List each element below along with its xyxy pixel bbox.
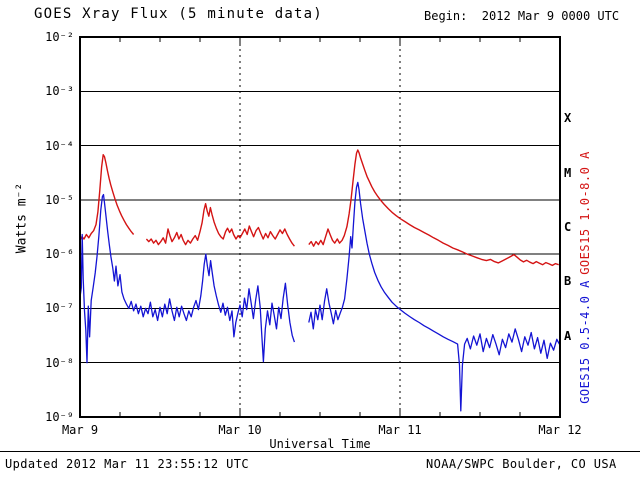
y-tick-label: 10⁻⁵ (45, 192, 74, 207)
x-axis-tick-marks (79, 37, 561, 417)
series-label-short: GOES15 0.5-4.0 A (578, 280, 592, 404)
flare-class-letter: X (564, 111, 572, 126)
flare-class-letter: C (564, 220, 572, 234)
begin-timestamp: Begin: 2012 Mar 9 0000 UTC (424, 9, 620, 23)
x-tick-label: Mar 11 (378, 423, 422, 437)
y-tick-label: 10⁻⁴ (45, 138, 74, 153)
y-tick-label: 10⁻³ (45, 84, 74, 99)
series-label-long: GOES15 1.0-8.0 A (578, 151, 592, 275)
x-tick-label: Mar 12 (538, 423, 582, 437)
flare-class-letter: M (564, 165, 572, 180)
data-source: NOAA/SWPC Boulder, CO USA (426, 457, 617, 471)
footer-divider (0, 451, 640, 452)
y-tick-label: 10⁻² (45, 30, 74, 44)
x-tick-label: Mar 10 (218, 423, 262, 437)
chart-title: GOES Xray Flux (5 minute data) (34, 6, 323, 22)
flare-class-letter: A (564, 328, 572, 343)
y-tick-label: 10⁻⁹ (45, 410, 74, 424)
x-tick-label: Mar 9 (61, 423, 99, 437)
y-tick-label: 10⁻⁸ (45, 355, 74, 370)
flare-class-letter: B (564, 274, 572, 289)
series-short-xray-line (79, 181, 561, 412)
plot-frame (79, 36, 561, 418)
series-long-xray-line (79, 149, 559, 267)
horizontal-gridlines (80, 90, 560, 364)
x-axis-label: Universal Time (269, 437, 371, 451)
y-tick-label: 10⁻⁷ (45, 301, 74, 316)
y-tick-label: 10⁻⁶ (45, 247, 74, 262)
updated-timestamp: Updated 2012 Mar 11 23:55:12 UTC (5, 457, 249, 471)
